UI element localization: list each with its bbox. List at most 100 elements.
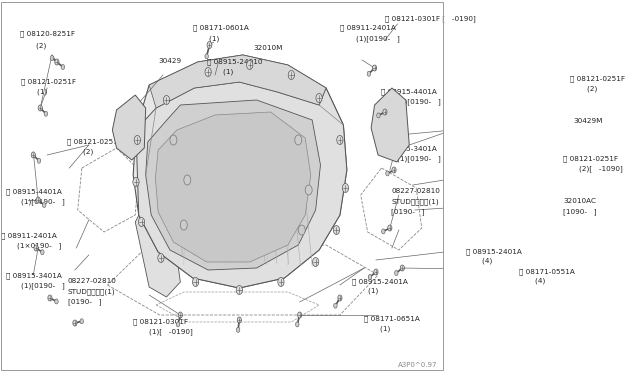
Polygon shape	[149, 55, 326, 108]
Circle shape	[395, 270, 398, 276]
Circle shape	[368, 275, 372, 279]
Circle shape	[31, 152, 35, 158]
Text: (1)[0190-   ]: (1)[0190- ]	[13, 198, 65, 205]
Text: ⓜ 08915-3401A: ⓜ 08915-3401A	[6, 272, 61, 279]
Circle shape	[392, 167, 396, 173]
Polygon shape	[133, 55, 347, 288]
Text: 32010M: 32010M	[253, 45, 283, 51]
Text: (1): (1)	[371, 325, 390, 331]
Text: (1)[0190-   ]: (1)[0190- ]	[388, 98, 440, 105]
Text: (2)[   -1090]: (2)[ -1090]	[570, 165, 623, 172]
Text: Ⓑ 08171-0651A: Ⓑ 08171-0651A	[364, 315, 420, 322]
Text: (1): (1)	[214, 68, 234, 74]
Circle shape	[236, 285, 243, 295]
Circle shape	[372, 65, 377, 71]
Circle shape	[163, 96, 170, 105]
Text: ⓜ 08915-2401A: ⓜ 08915-2401A	[353, 278, 408, 285]
Text: Ⓑ 08121-0301F: Ⓑ 08121-0301F	[133, 318, 188, 325]
Polygon shape	[135, 202, 180, 297]
Text: (1): (1)	[200, 35, 220, 42]
Circle shape	[44, 111, 47, 116]
Circle shape	[38, 105, 42, 111]
Circle shape	[305, 185, 312, 195]
Text: [1090-   ]: [1090- ]	[563, 208, 596, 215]
Circle shape	[236, 327, 240, 332]
Text: Ⓝ 08911-2401A: Ⓝ 08911-2401A	[340, 24, 396, 31]
Text: (1)[0190-   ]: (1)[0190- ]	[388, 155, 440, 162]
Circle shape	[388, 225, 392, 231]
Text: (4): (4)	[526, 278, 545, 285]
Text: Ⓑ 08121-0251F: Ⓑ 08121-0251F	[570, 75, 625, 81]
Circle shape	[193, 278, 199, 286]
Circle shape	[288, 71, 294, 80]
Circle shape	[184, 175, 191, 185]
Text: Ⓑ 08121-0301F [   -0190]: Ⓑ 08121-0301F [ -0190]	[385, 15, 476, 22]
Circle shape	[333, 225, 340, 234]
Text: (1): (1)	[28, 88, 47, 94]
Text: Ⓝ 08911-2401A: Ⓝ 08911-2401A	[1, 232, 57, 238]
Text: (1)[   -0190]: (1)[ -0190]	[140, 328, 193, 335]
Circle shape	[333, 303, 337, 308]
Circle shape	[278, 278, 284, 286]
Text: Ⓑ 08171-0551A: Ⓑ 08171-0551A	[519, 268, 575, 275]
Text: ⓜ 08915-2401A: ⓜ 08915-2401A	[466, 248, 522, 254]
Circle shape	[36, 197, 40, 203]
Circle shape	[80, 319, 83, 324]
Text: (2): (2)	[74, 148, 93, 154]
Text: STUDスタッド(1): STUDスタッド(1)	[391, 198, 439, 205]
Text: Ⓑ 08121-0251F: Ⓑ 08121-0251F	[67, 138, 122, 145]
Circle shape	[342, 183, 349, 192]
Circle shape	[386, 171, 389, 176]
Circle shape	[55, 299, 58, 304]
Circle shape	[383, 109, 387, 115]
Circle shape	[42, 202, 46, 208]
Text: (1)[0190-   ]: (1)[0190- ]	[347, 35, 399, 42]
Circle shape	[133, 177, 139, 186]
Circle shape	[298, 225, 305, 235]
Polygon shape	[113, 95, 146, 160]
Text: Ⓑ 08121-0251F: Ⓑ 08121-0251F	[563, 155, 618, 161]
Circle shape	[381, 229, 385, 234]
Circle shape	[170, 135, 177, 145]
Circle shape	[73, 320, 77, 326]
Text: (1): (1)	[359, 288, 379, 295]
Text: (2): (2)	[578, 85, 597, 92]
Text: Ⓑ 08121-0251F: Ⓑ 08121-0251F	[21, 78, 76, 84]
Circle shape	[298, 312, 301, 318]
Text: (2): (2)	[27, 42, 46, 48]
Text: [0190-   ]: [0190- ]	[391, 208, 425, 215]
Circle shape	[176, 322, 180, 327]
Text: (1×0190-   ]: (1×0190- ]	[8, 242, 61, 249]
Text: [0190-   ]: [0190- ]	[68, 298, 102, 305]
Circle shape	[51, 55, 54, 61]
Circle shape	[377, 113, 380, 118]
Text: (4): (4)	[473, 258, 492, 264]
Circle shape	[400, 265, 404, 271]
Text: 08227-02810: 08227-02810	[68, 278, 117, 284]
Circle shape	[312, 257, 319, 266]
Circle shape	[237, 317, 241, 323]
Text: 32010AC: 32010AC	[563, 198, 596, 204]
Circle shape	[179, 312, 182, 318]
Circle shape	[55, 59, 59, 65]
Circle shape	[34, 245, 38, 251]
Text: ⓜ 08915-24010: ⓜ 08915-24010	[207, 58, 262, 65]
Text: Ⓑ 08171-0601A: Ⓑ 08171-0601A	[193, 24, 249, 31]
Circle shape	[246, 61, 253, 70]
Circle shape	[180, 220, 188, 230]
Circle shape	[37, 158, 41, 163]
Circle shape	[207, 42, 212, 48]
Polygon shape	[156, 112, 311, 262]
Text: 08227-02810: 08227-02810	[391, 188, 440, 194]
Polygon shape	[146, 100, 321, 270]
Text: 30429: 30429	[159, 58, 182, 64]
Text: (1)[0190-   ]: (1)[0190- ]	[13, 282, 65, 289]
Circle shape	[295, 135, 301, 145]
Circle shape	[337, 135, 343, 144]
Circle shape	[158, 253, 164, 263]
Text: ⓜ 08915-3401A: ⓜ 08915-3401A	[381, 145, 436, 152]
Circle shape	[205, 54, 209, 59]
Circle shape	[367, 71, 371, 76]
Circle shape	[316, 93, 322, 103]
Text: ⓜ 08915-4401A: ⓜ 08915-4401A	[381, 88, 436, 94]
